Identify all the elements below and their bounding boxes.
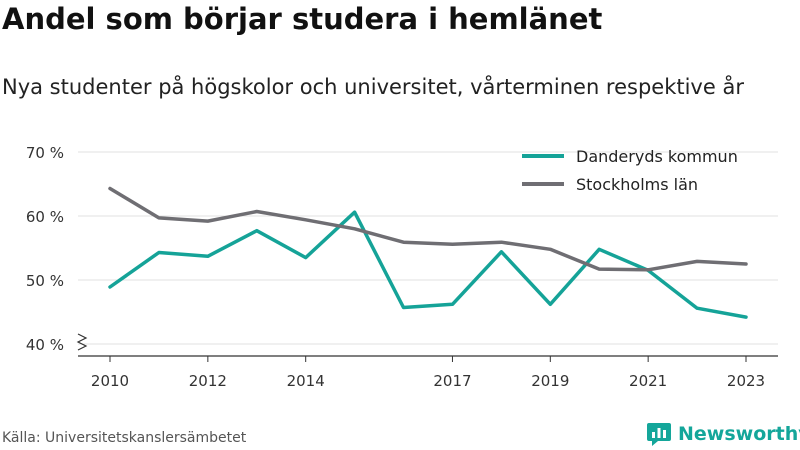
x-tick-label: 2017	[433, 372, 471, 390]
axes: 40 % 50 % 60 % 70 % 2010 2012 2014 2017 2019 2021…	[26, 144, 778, 390]
newsworthy-logo[interactable]: Newsworthy	[646, 420, 800, 448]
axis-break-icon	[76, 333, 88, 351]
x-tick-label: 2010	[91, 372, 129, 390]
series-line-stockholm	[108, 186, 748, 272]
x-tick-label: 2014	[287, 372, 325, 390]
x-tick-label: 2023	[727, 372, 765, 390]
legend: Danderyds kommun Stockholms län	[522, 147, 738, 194]
y-tick-label: 60 %	[26, 208, 64, 226]
brand-name: Newsworthy	[678, 423, 800, 445]
y-tick-label: 50 %	[26, 272, 64, 290]
chart-title: Andel som börjar studera i hemlänet	[2, 2, 603, 36]
newsworthy-logo-icon	[647, 423, 671, 446]
series-lines	[108, 186, 748, 319]
chart-subtitle: Nya studenter på högskolor och universit…	[2, 75, 744, 99]
series-line-danderyd	[108, 210, 748, 319]
legend-label: Danderyds kommun	[576, 147, 738, 166]
x-tick-label: 2021	[629, 372, 667, 390]
source-note: Källa: Universitetskanslersämbetet	[2, 430, 247, 446]
legend-label: Stockholms län	[576, 175, 698, 194]
x-tick-label: 2012	[189, 372, 227, 390]
y-tick-label: 70 %	[26, 144, 64, 162]
line-chart: 40 % 50 % 60 % 70 % 2010 2012 2014 2017 2019 2021…	[26, 144, 778, 390]
x-tick-label: 2019	[531, 372, 569, 390]
y-tick-label: 40 %	[26, 336, 64, 354]
